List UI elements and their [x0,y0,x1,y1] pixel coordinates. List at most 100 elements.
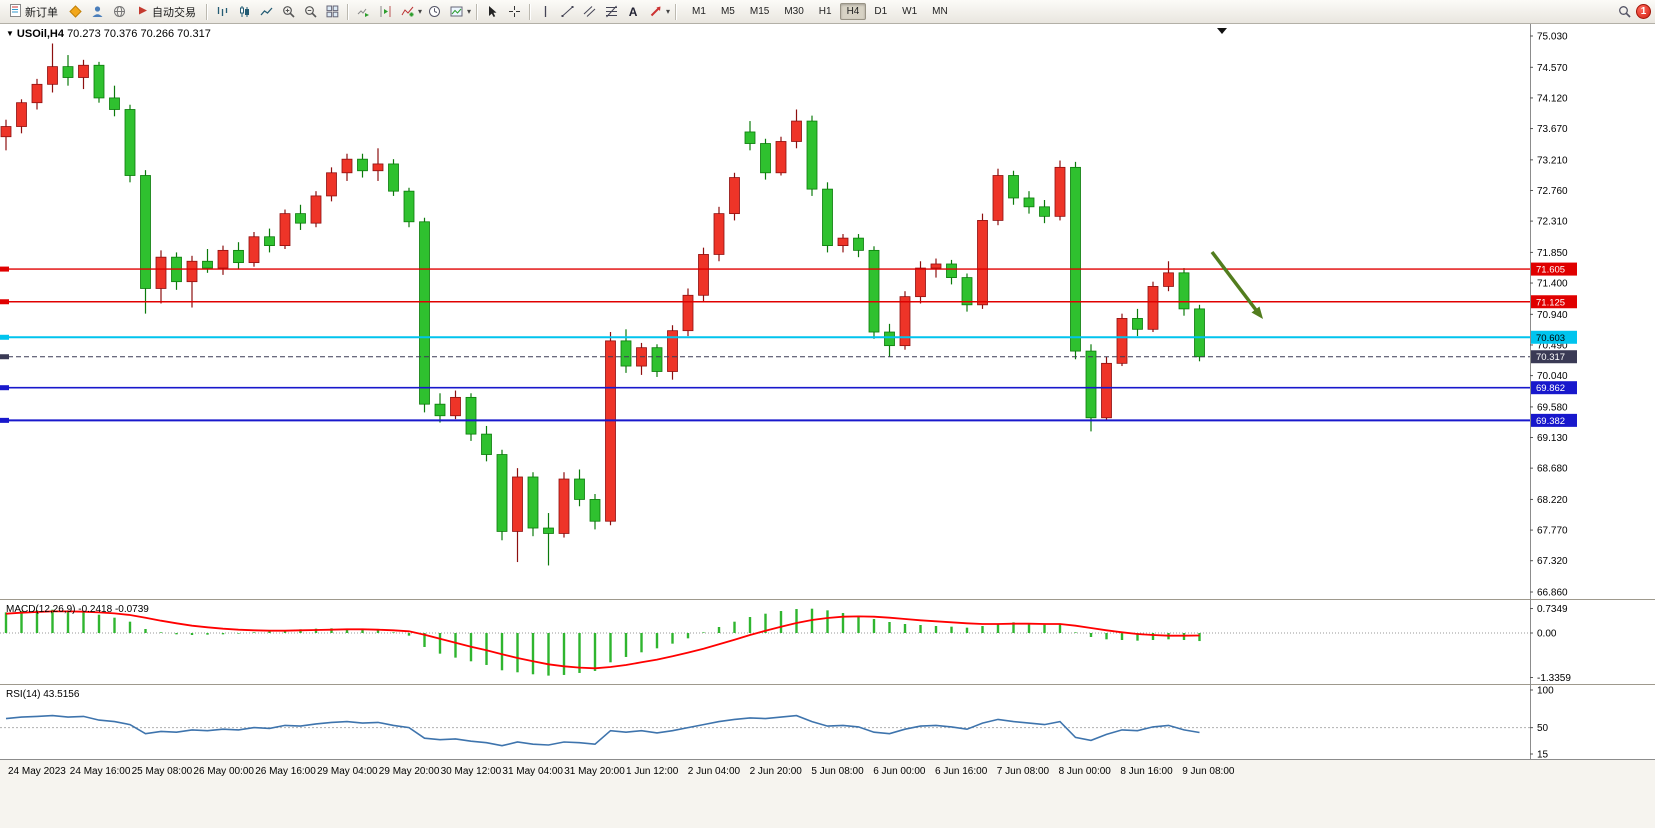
channel-tool-button[interactable] [579,2,599,21]
periods-button[interactable] [424,2,444,21]
text-tool-button[interactable]: A [623,2,643,21]
candle-body [124,109,136,176]
price-axis[interactable]: 75.030 74.570 74.120 73.670 73.210 72.760 72.3… [1530,32,1568,599]
chevron-down-icon[interactable]: ▾ [418,7,423,16]
time-axis-label: 6 Jun 16:00 [935,766,988,777]
chart-ohlc-values: 70.273 70.376 70.266 70.317 [67,28,211,40]
line-chart-button[interactable] [256,2,276,21]
templates-button[interactable] [446,2,466,21]
toolbar-separator [476,3,478,20]
new-order-button[interactable]: 新订单 [4,2,63,22]
timeframe-button-H4[interactable]: H4 [839,3,867,20]
candle-body [574,478,585,500]
zoom-out-button[interactable] [300,2,320,21]
search-icon[interactable] [1614,2,1634,21]
autotrading-label: 自动交易 [152,6,196,19]
timeframe-toolbar: M1 M5 M15 M30 H1 H4 D1 W1 MN [685,3,955,20]
timeframe-button-M30[interactable]: M30 [784,6,804,17]
zoom-in-button[interactable] [278,2,298,21]
arrows-tool-button[interactable] [645,2,665,21]
notification-badge[interactable]: 1 [1636,4,1651,19]
hline-handle[interactable] [0,417,9,423]
metaquotes-icon[interactable] [65,2,85,21]
candles [0,43,1205,566]
autotrading-button[interactable]: 自动交易 [131,2,201,22]
time-axis[interactable]: 24 May 2023 24 May 16:00 25 May 08:00 26 Ma… [8,766,1235,777]
price-axis-label: 73.210 [1537,155,1568,166]
candle-body [1039,206,1050,217]
horizontal-lines[interactable] [0,266,1530,423]
chevron-down-icon[interactable]: ▾ [467,7,472,16]
candle-body [946,263,957,278]
timeframe-button-M15[interactable]: M15 [749,6,770,17]
cursor-button[interactable] [482,2,502,21]
time-axis-label: 24 May 2023 [8,766,66,777]
indicators-button[interactable] [397,2,417,21]
hline-handle[interactable] [0,266,9,272]
candle-body [1101,362,1112,419]
candle-body [791,120,802,142]
collapse-chart-icon[interactable]: ▼ [6,29,14,38]
auto-scroll-button[interactable] [353,2,373,21]
time-axis-label: 24 May 16:00 [70,766,131,777]
candle-body [496,454,508,532]
hline-handle[interactable] [0,334,9,340]
profile-icon[interactable] [87,2,107,21]
timeframe-button-MN[interactable]: MN [932,6,948,17]
timeframe-button-M5[interactable]: M5 [720,6,735,17]
chart-canvas[interactable]: 75.030 74.570 74.120 73.670 73.210 72.760 72.3… [0,24,1655,828]
new-order-icon [9,3,22,20]
price-axis-label: 68.220 [1537,495,1568,506]
price-badge [1531,350,1577,364]
timeframe-button-W1[interactable]: W1 [902,6,918,17]
trendline-tool-button[interactable] [557,2,577,21]
candle-body [1163,272,1174,287]
chevron-down-icon[interactable]: ▾ [666,7,671,16]
bar-chart-button[interactable] [212,2,232,21]
candle-body [961,277,973,306]
hline-handle[interactable] [0,354,9,360]
candlestick-chart-button[interactable] [234,2,254,21]
rsi-value: 43.5156 [43,689,80,700]
hline-handle[interactable] [0,385,9,391]
macd-signal-value: -0.0739 [114,604,149,615]
chart-shift-marker[interactable] [1217,28,1227,34]
fibonacci-tool-button[interactable] [601,2,621,21]
candle-body [109,97,120,110]
hline-handle[interactable] [0,299,9,305]
rsi-line [5,714,1200,747]
price-axis-label: 72.310 [1537,217,1568,228]
time-axis-label: 8 Jun 00:00 [1059,766,1112,777]
candle-body [992,175,1004,221]
price-axis-label: 72.760 [1537,186,1568,197]
rsi-axis-label: 50 [1537,723,1549,734]
candle-body [915,267,926,298]
price-axis-label: 69.130 [1537,433,1568,444]
price-axis-label: 69.580 [1537,402,1568,413]
time-axis-label: 2 Jun 04:00 [688,766,741,777]
tile-windows-button[interactable] [322,2,342,21]
candle-body [1194,308,1205,358]
candle-body [1070,166,1081,352]
time-axis-strip[interactable] [0,760,1655,828]
macd-indicator-label: MACD(12,26,9) -0.2418 -0.0739 [6,604,149,615]
timeframe-button-H1[interactable]: H1 [818,6,832,17]
community-icon[interactable] [109,2,129,21]
time-axis-label: 2 Jun 20:00 [750,766,803,777]
price-badge-label: 69.862 [1536,383,1565,394]
macd-panel: 0.7349 0.00 -1.3359 [0,604,1571,684]
candle-body [558,478,570,534]
candle-body [47,66,58,85]
chart-background [0,24,1655,828]
timeframe-button-D1[interactable]: D1 [874,6,888,17]
macd-main-value: -0.2418 [78,604,113,615]
crosshair-button[interactable] [504,2,524,21]
price-axis-label: 74.570 [1537,63,1568,74]
vertical-line-tool-button[interactable] [535,2,555,21]
time-axis-label: 26 May 16:00 [255,766,316,777]
candle-body [853,237,864,251]
trend-arrow-annotation[interactable] [1210,250,1263,319]
timeframe-button-M1[interactable]: M1 [692,6,706,17]
chart-shift-button[interactable] [375,2,395,21]
price-badges[interactable]: 71.605 71.125 70.603 70.317 69.862 69.382 [1531,262,1577,427]
